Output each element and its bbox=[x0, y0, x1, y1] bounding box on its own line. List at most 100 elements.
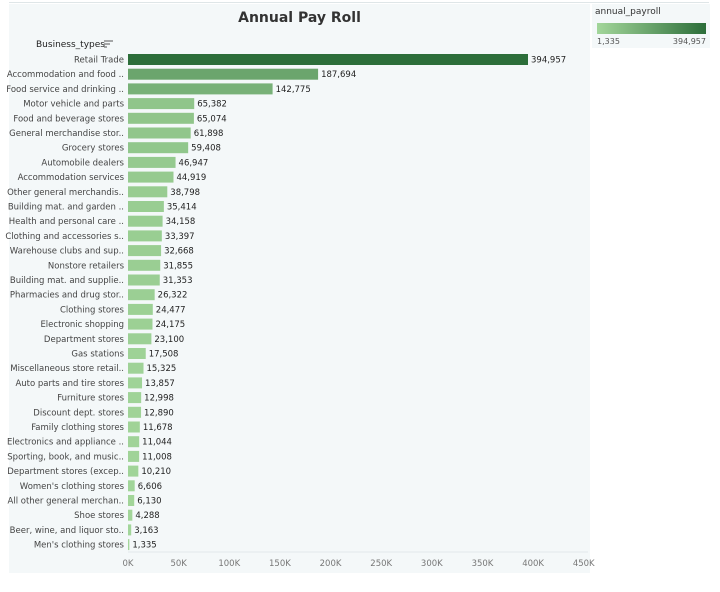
x-tick-label: 250K bbox=[370, 559, 392, 569]
value-label: 10,210 bbox=[141, 467, 171, 477]
category-label: Department stores bbox=[44, 335, 125, 345]
category-label: Food and beverage stores bbox=[13, 114, 124, 124]
field-header-business-types[interactable]: Business_types bbox=[36, 40, 105, 50]
bar bbox=[128, 259, 161, 271]
bar bbox=[128, 362, 144, 374]
x-tick-label: 350K bbox=[472, 559, 494, 569]
bar bbox=[128, 303, 153, 315]
bar bbox=[128, 377, 143, 389]
category-label: Building mat. and garden .. bbox=[8, 203, 124, 213]
chart-title: Annual Pay Roll bbox=[238, 10, 361, 26]
category-label: Retail Trade bbox=[74, 56, 124, 66]
category-label: Accommodation services bbox=[18, 173, 125, 183]
bar bbox=[128, 142, 189, 154]
category-label: Warehouse clubs and sup.. bbox=[10, 247, 124, 257]
category-label: Motor vehicle and parts bbox=[23, 100, 124, 110]
category-label: Shoe stores bbox=[74, 511, 124, 521]
bar bbox=[128, 450, 140, 462]
category-label: Sporting, book, and music.. bbox=[7, 452, 124, 462]
value-label: 24,477 bbox=[156, 305, 186, 315]
category-label: General merchandise stor.. bbox=[9, 129, 124, 139]
bar bbox=[128, 509, 133, 521]
legend-color-ramp bbox=[597, 23, 706, 34]
bar bbox=[128, 230, 162, 242]
value-label: 187,694 bbox=[321, 70, 356, 80]
value-label: 26,322 bbox=[158, 291, 188, 301]
top-divider bbox=[9, 2, 709, 3]
value-label: 32,668 bbox=[164, 247, 194, 257]
category-label: Furniture stores bbox=[57, 394, 124, 404]
category-label: Accommodation and food .. bbox=[7, 70, 124, 80]
bar bbox=[128, 186, 168, 198]
legend-min-label: 1,335 bbox=[597, 37, 620, 46]
value-label: 6,606 bbox=[138, 482, 162, 492]
value-label: 44,919 bbox=[176, 173, 206, 183]
bar bbox=[128, 333, 152, 345]
category-label: Department stores (excep.. bbox=[7, 467, 124, 477]
bar bbox=[128, 83, 273, 95]
bar bbox=[128, 406, 142, 418]
value-label: 6,130 bbox=[137, 497, 161, 507]
value-label: 31,855 bbox=[163, 261, 193, 271]
bar bbox=[128, 318, 153, 330]
bar bbox=[128, 480, 135, 492]
bar bbox=[128, 436, 140, 448]
value-label: 23,100 bbox=[154, 335, 184, 345]
value-label: 1,335 bbox=[132, 541, 156, 551]
category-label: Food service and drinking .. bbox=[6, 85, 124, 95]
bar bbox=[128, 348, 146, 359]
category-label: Health and personal care .. bbox=[9, 217, 124, 227]
category-label: Beer, wine, and liquor sto.. bbox=[10, 526, 124, 536]
category-label: Miscellaneous store retail.. bbox=[10, 364, 124, 374]
value-label: 17,508 bbox=[149, 350, 179, 360]
value-label: 142,775 bbox=[276, 85, 311, 95]
value-label: 3,163 bbox=[134, 526, 158, 536]
category-label: Women's clothing stores bbox=[20, 482, 125, 492]
value-label: 61,898 bbox=[194, 129, 224, 139]
bar bbox=[128, 112, 194, 124]
legend-max-label: 394,957 bbox=[672, 37, 706, 46]
category-label: Nonstore retailers bbox=[48, 261, 125, 271]
value-label: 11,008 bbox=[142, 452, 172, 462]
value-label: 35,414 bbox=[167, 203, 197, 213]
bar bbox=[128, 274, 160, 286]
bar bbox=[128, 54, 528, 65]
value-label: 24,175 bbox=[155, 320, 185, 330]
bar bbox=[128, 127, 191, 139]
category-label: Grocery stores bbox=[62, 144, 125, 154]
legend-title: annual_payroll bbox=[595, 7, 661, 17]
category-label: Electronics and appliance .. bbox=[7, 438, 124, 448]
bar bbox=[128, 465, 139, 477]
x-tick-label: 100K bbox=[218, 559, 240, 569]
sort-descending-icon[interactable] bbox=[104, 40, 113, 49]
category-label: All other general merchan.. bbox=[8, 497, 124, 507]
value-label: 46,947 bbox=[179, 158, 209, 168]
value-label: 12,998 bbox=[144, 394, 174, 404]
category-label: Discount dept. stores bbox=[33, 408, 124, 418]
bar bbox=[128, 98, 195, 110]
category-label: Pharmacies and drug stor.. bbox=[10, 291, 124, 301]
x-tick-label: 150K bbox=[269, 559, 291, 569]
category-label: Clothing and accessories s.. bbox=[5, 232, 124, 242]
bar bbox=[128, 421, 140, 433]
value-label: 394,957 bbox=[531, 56, 566, 66]
x-tick-label: 200K bbox=[320, 559, 342, 569]
category-label: Electronic shopping bbox=[40, 320, 124, 330]
value-label: 33,397 bbox=[165, 232, 195, 242]
x-tick-label: 450K bbox=[573, 559, 595, 569]
value-label: 13,857 bbox=[145, 379, 175, 389]
bar bbox=[128, 201, 164, 212]
bar bbox=[128, 215, 163, 227]
bar bbox=[128, 495, 135, 506]
value-label: 11,678 bbox=[143, 423, 173, 433]
x-tick-label: 300K bbox=[421, 559, 443, 569]
value-label: 15,325 bbox=[147, 364, 177, 374]
category-label: Automobile dealers bbox=[41, 158, 124, 168]
category-label: Building mat. and supplie.. bbox=[10, 276, 124, 286]
value-label: 65,382 bbox=[197, 100, 227, 110]
value-label: 12,890 bbox=[144, 408, 174, 418]
value-label: 34,158 bbox=[166, 217, 196, 227]
bar bbox=[128, 289, 155, 301]
chart-panel bbox=[9, 4, 590, 573]
